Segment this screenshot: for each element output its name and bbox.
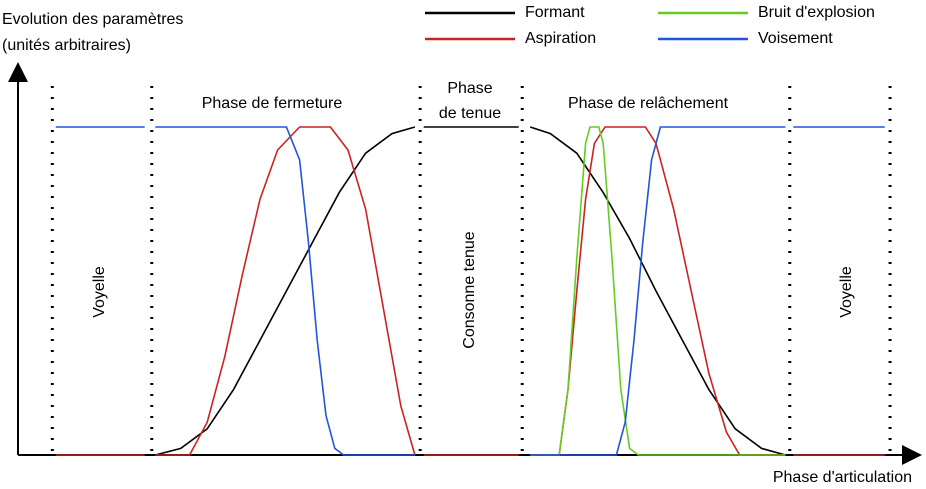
legend-label: Formant — [525, 4, 585, 21]
y-axis-title: (unités arbitraires) — [2, 37, 131, 54]
phase-label: Phase de relâchement — [568, 95, 729, 112]
series-line — [530, 126, 786, 456]
phase-label: de tenue — [439, 105, 501, 122]
y-axis-title: Evolution des paramètres — [2, 11, 183, 28]
x-axis-title: Phase d'articulation — [773, 469, 912, 486]
phase-label: Voyelle — [838, 266, 855, 318]
series-line — [155, 126, 786, 456]
phase-label: Voyelle — [91, 266, 108, 318]
legend-label: Bruit d'explosion — [758, 4, 875, 21]
phase-label: Phase — [447, 80, 492, 97]
legend-label: Aspiration — [525, 30, 596, 47]
phase-label: Consonne tenue — [461, 231, 478, 349]
series-line — [55, 126, 885, 456]
phase-label: Phase de fermeture — [202, 95, 343, 112]
series-line — [55, 126, 885, 456]
legend-label: Voisement — [758, 30, 833, 47]
